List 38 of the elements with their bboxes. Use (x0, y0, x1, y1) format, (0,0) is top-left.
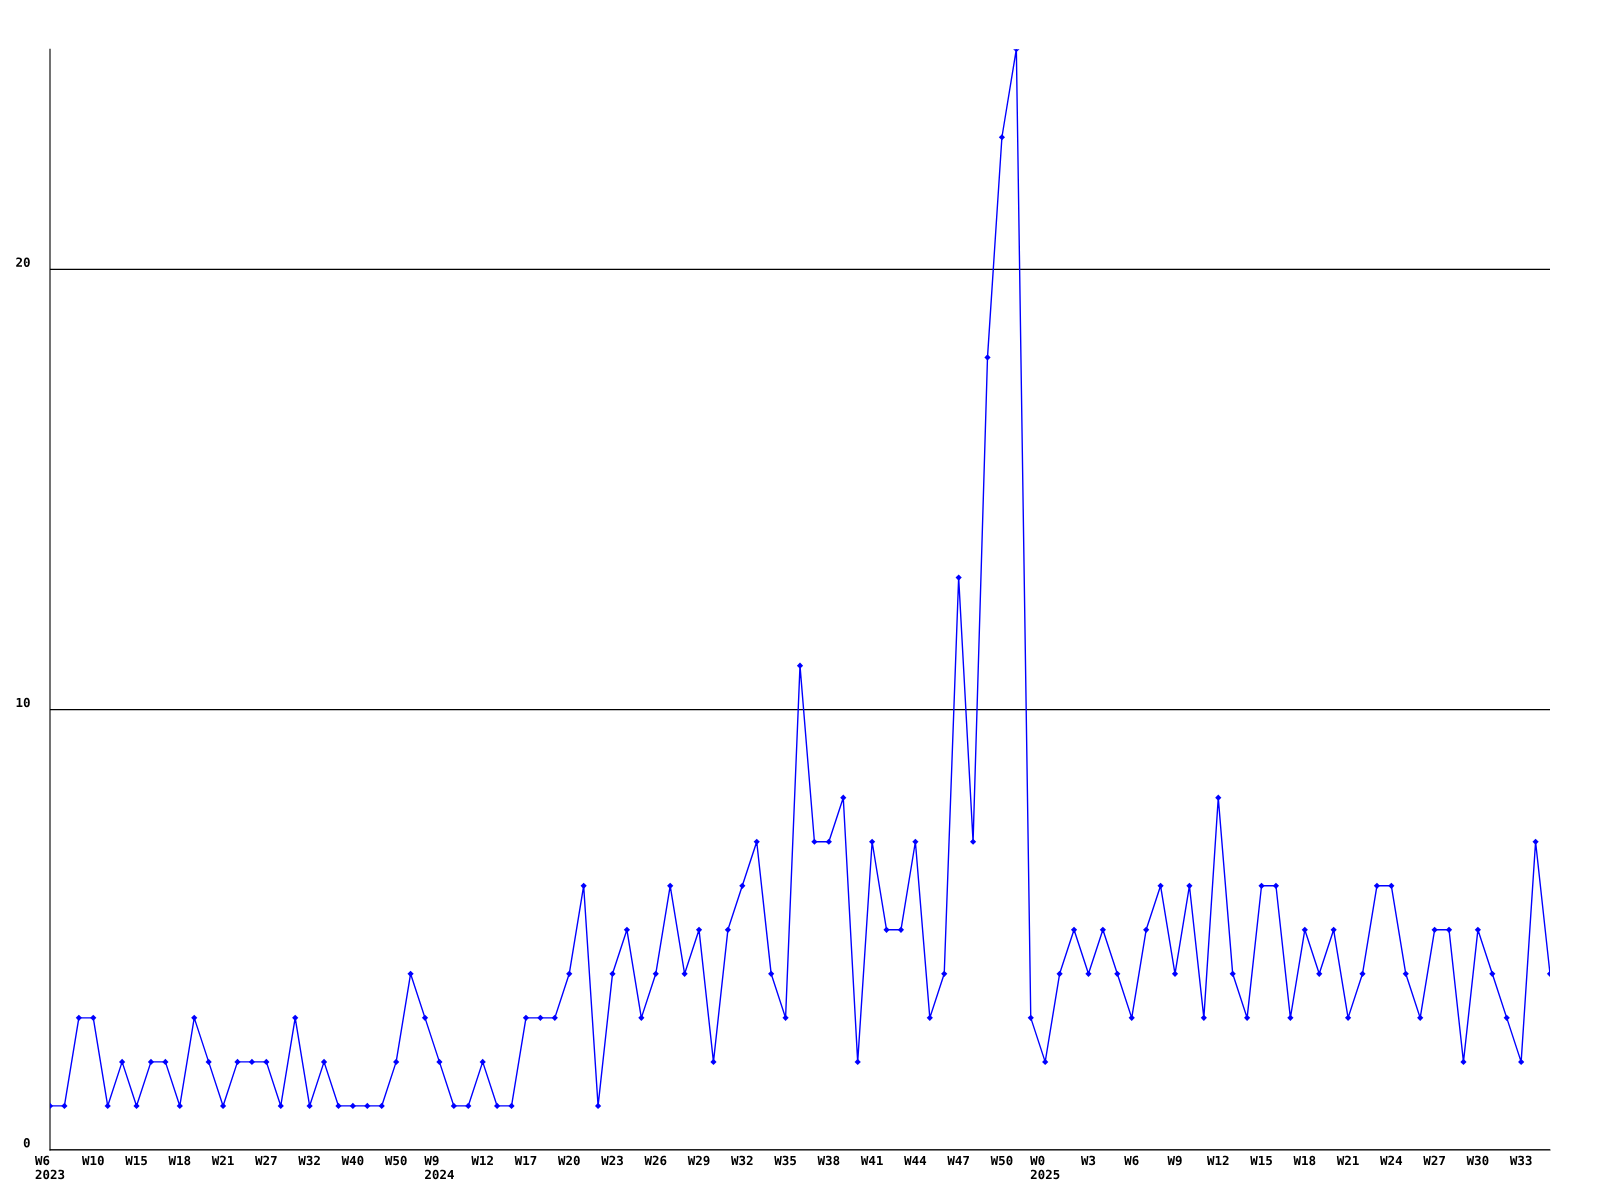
x-tick-label: W32 (731, 1155, 753, 1166)
x-tick-label: W27 (255, 1155, 277, 1166)
x-tick-label: W23 (601, 1155, 623, 1166)
x-tick-label: W33 (1509, 1155, 1532, 1166)
x-tick-label: W18 (1293, 1155, 1316, 1166)
x-tick-label: W6 (1124, 1155, 1139, 1166)
x-tick-label: W26 (644, 1155, 667, 1166)
x-tick-label: W12 (1206, 1155, 1229, 1166)
x-tick-label: W41 (860, 1155, 883, 1166)
x-tick-label: W30 (1466, 1155, 1489, 1166)
x-tick-label: W15 (1250, 1155, 1272, 1166)
x-tick-label: W40 (341, 1155, 364, 1166)
x-tick-label: W35 (774, 1155, 797, 1166)
x-tick-label: W38 (817, 1155, 840, 1166)
x-tick-label: W29 (687, 1155, 710, 1166)
x-tick-label: W9 (1167, 1155, 1182, 1166)
x-tick-label: W21 (211, 1155, 234, 1166)
y-tick-label: 20 (16, 257, 30, 267)
x-tick-label: W21 (1336, 1155, 1359, 1166)
x-tick-label: W50 (384, 1155, 407, 1166)
x-tick-label: W20 (557, 1155, 580, 1166)
x-tick-label: W6 2023 (34, 1155, 65, 1180)
x-tick-label: W10 (81, 1155, 104, 1166)
x-tick-label: W17 (514, 1155, 537, 1166)
x-tick-label: W44 (904, 1155, 927, 1166)
x-tick-label: W32 (298, 1155, 320, 1166)
x-tick-label: W12 (471, 1155, 493, 1166)
x-tick-label: W47 (947, 1155, 969, 1166)
x-tick-label: W24 (1380, 1155, 1403, 1166)
x-tick-label: W50 (990, 1155, 1013, 1166)
x-tick-label: W15 (125, 1155, 147, 1166)
x-tick-label: W18 (168, 1155, 191, 1166)
x-tick-label: W9 2024 (424, 1155, 454, 1180)
x-tick-label: W0 2025 (1030, 1155, 1060, 1180)
y-tick-label: 10 (16, 697, 30, 708)
x-tick-label: W27 (1423, 1155, 1445, 1166)
x-tick-label: W3 (1080, 1155, 1096, 1166)
y-tick-label: 0 (23, 1138, 30, 1148)
